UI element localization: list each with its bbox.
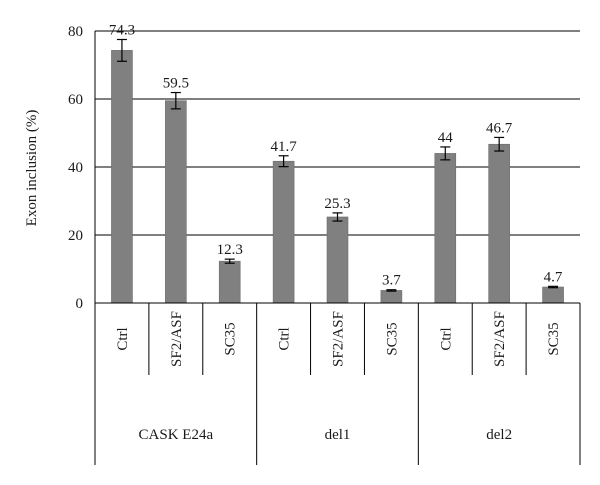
y-tick-label: 0 <box>76 296 84 312</box>
x-axis: Ctrl SF2/ASF SC35 Ctrl SF2/ASF SC35 Ctrl SF2/AS… <box>94 31 581 465</box>
y-tick-label: 60 <box>68 92 83 108</box>
y-axis-title: Exon inclusion (%) <box>24 110 40 227</box>
y-tick-label: 20 <box>68 228 83 244</box>
data-label: 59.5 <box>163 76 189 92</box>
category-label: Ctrl <box>438 327 454 350</box>
data-label: 46.7 <box>486 120 513 136</box>
category-label: Ctrl <box>277 327 293 350</box>
bar <box>380 290 403 304</box>
y-tick-label: 40 <box>68 160 83 176</box>
data-label: 3.7 <box>382 273 401 289</box>
category-label: Ctrl <box>115 327 131 350</box>
bar <box>272 160 295 304</box>
data-labels: 74.3 59.5 12.3 41.7 25.3 3.7 44 46.7 4.7 <box>109 23 563 289</box>
bar <box>488 143 510 304</box>
bars <box>111 50 564 304</box>
bar <box>111 50 133 304</box>
bar <box>542 286 564 304</box>
data-label: 12.3 <box>217 242 243 258</box>
category-label: SF2/ASF <box>331 311 347 367</box>
data-label: 4.7 <box>544 269 563 285</box>
bar <box>434 153 457 304</box>
category-label: SF2/ASF <box>169 311 185 367</box>
data-label: 44 <box>438 130 454 146</box>
group-label: CASK E24a <box>139 427 214 443</box>
error-bars <box>116 38 559 292</box>
y-tick-label: 80 <box>68 24 83 40</box>
bar <box>218 260 241 304</box>
data-label: 25.3 <box>324 196 350 212</box>
data-label: 74.3 <box>109 23 135 39</box>
group-label: del1 <box>325 427 351 443</box>
bar <box>165 100 187 304</box>
category-label: SC35 <box>384 322 400 355</box>
group-label: del2 <box>486 427 512 443</box>
bar <box>326 216 349 304</box>
data-label: 41.7 <box>270 139 297 155</box>
category-label: SF2/ASF <box>492 311 508 367</box>
category-label: SC35 <box>223 322 239 355</box>
y-tick-labels: 0 20 40 60 80 <box>68 24 83 312</box>
category-label: SC35 <box>546 322 562 355</box>
